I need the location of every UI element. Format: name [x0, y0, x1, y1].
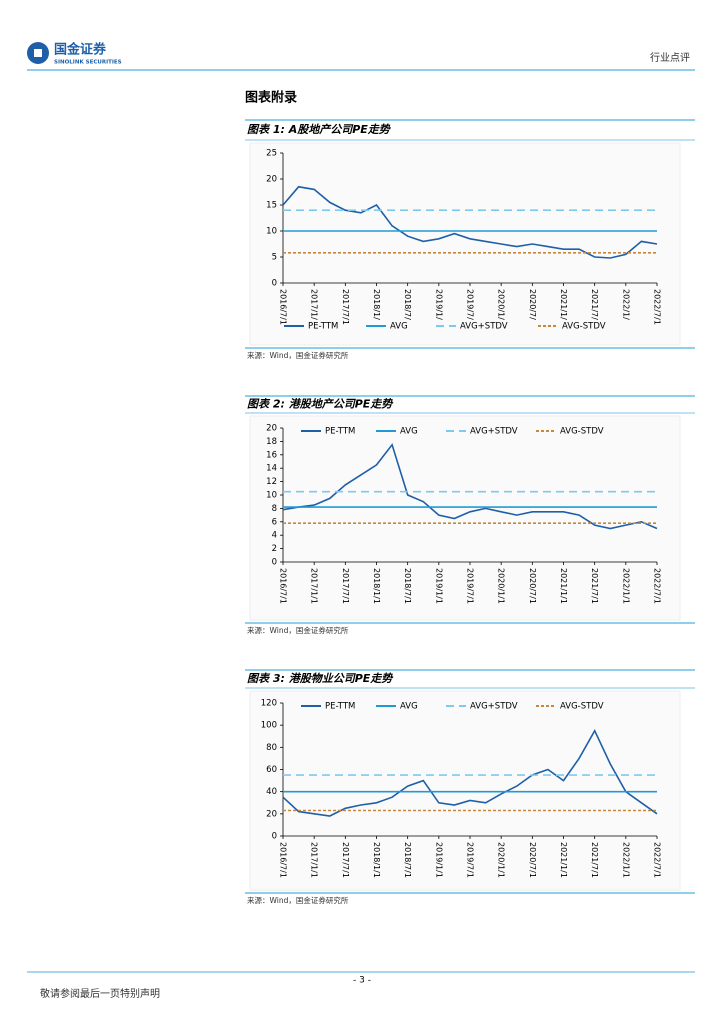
x-tick-label: 2020/7/	[528, 289, 537, 320]
y-tick-label: 18	[266, 437, 277, 447]
legend-label: PE-TTM	[308, 322, 338, 332]
x-tick-label: 2019/7/1	[466, 568, 475, 604]
y-tick-label: 0	[272, 279, 277, 289]
y-tick-label: 16	[266, 450, 277, 460]
x-tick-label: 2019/1/1	[434, 568, 443, 604]
y-tick-label: 0	[272, 558, 277, 568]
x-tick-label: 2021/1/1	[559, 568, 568, 604]
x-tick-label: 2022/7/1	[653, 842, 662, 878]
x-tick-label: 2016/7/1	[279, 289, 288, 325]
y-tick-label: 4	[272, 531, 277, 541]
x-tick-label: 2022/1/1	[621, 568, 630, 604]
x-tick-label: 2020/1/	[497, 289, 506, 320]
x-tick-label: 2022/1/	[621, 289, 630, 320]
x-tick-label: 2017/7/1	[341, 842, 350, 878]
x-tick-label: 2019/1/1	[434, 842, 443, 878]
y-tick-label: 5	[272, 253, 277, 263]
legend-label: AVG-STDV	[562, 322, 606, 332]
y-tick-label: 10	[266, 491, 277, 501]
legend-label: AVG-STDV	[560, 702, 604, 712]
figure-source: 来源：Wind，国金证券研究所	[247, 625, 349, 635]
chart-frame	[249, 142, 681, 346]
x-tick-label: 2018/7/1	[403, 568, 412, 604]
legend-label: AVG	[400, 702, 418, 712]
y-tick-label: 25	[266, 149, 277, 159]
figure-source: 来源：Wind，国金证券研究所	[247, 895, 349, 905]
section-title: 图表附录	[245, 90, 297, 106]
x-tick-label: 2021/7/1	[590, 842, 599, 878]
legend-label: PE-TTM	[325, 702, 355, 712]
x-tick-label: 2017/7/1	[341, 568, 350, 604]
legend-label: AVG	[400, 427, 418, 437]
series-line	[282, 728, 658, 817]
x-tick-label: 2017/1/	[310, 289, 319, 320]
x-tick-label: 2020/7/1	[528, 842, 537, 878]
company-name-en: SINOLINK SECURITIES	[54, 60, 122, 66]
legend-label: AVG	[390, 322, 408, 332]
series-line	[282, 185, 658, 259]
x-tick-label: 2021/1/	[559, 289, 568, 320]
x-tick-label: 2021/1/1	[559, 842, 568, 878]
y-tick-label: 20	[266, 175, 277, 185]
series-line	[282, 443, 658, 530]
x-tick-label: 2018/1/1	[372, 842, 381, 878]
logo-icon-inner	[34, 49, 42, 57]
x-tick-label: 2018/1/	[372, 289, 381, 320]
x-tick-label: 2021/7/1	[590, 568, 599, 604]
x-tick-label: 2016/7/1	[279, 842, 288, 878]
x-tick-label: 2022/7/1	[653, 568, 662, 604]
y-tick-label: 80	[266, 743, 277, 753]
y-tick-label: 2	[272, 544, 277, 554]
figure-source: 来源：Wind，国金证券研究所	[247, 350, 349, 360]
x-tick-label: 2018/1/1	[372, 568, 381, 604]
figure-title: 图表 1: A股地产公司PE走势	[247, 123, 392, 136]
y-tick-label: 100	[261, 721, 277, 731]
y-tick-label: 60	[266, 765, 277, 775]
y-tick-label: 15	[266, 201, 277, 211]
x-tick-label: 2017/1/1	[310, 568, 319, 604]
company-name: 国金证券	[54, 42, 107, 58]
y-tick-label: 14	[266, 464, 277, 474]
chart-frame	[249, 690, 681, 891]
y-tick-label: 8	[272, 504, 277, 514]
report-category: 行业点评	[650, 51, 690, 64]
x-tick-label: 2020/7/1	[528, 568, 537, 604]
figure-title: 图表 2: 港股地产公司PE走势	[247, 398, 394, 411]
x-tick-label: 2018/7/	[403, 289, 412, 320]
chart-frame	[249, 415, 681, 621]
y-tick-label: 6	[272, 517, 277, 527]
y-tick-label: 12	[266, 477, 277, 487]
legend-label: AVG+STDV	[470, 702, 518, 712]
y-tick-label: 10	[266, 227, 277, 237]
x-tick-label: 2018/7/1	[403, 842, 412, 878]
legend-label: AVG+STDV	[460, 322, 508, 332]
legend-label: PE-TTM	[325, 427, 355, 437]
legend-label: AVG-STDV	[560, 427, 604, 437]
figure-title: 图表 3: 港股物业公司PE走势	[247, 672, 394, 685]
x-tick-label: 2022/1/1	[621, 842, 630, 878]
legend-label: AVG+STDV	[470, 427, 518, 437]
x-tick-label: 2020/1/1	[497, 842, 506, 878]
x-tick-label: 2021/7/	[590, 289, 599, 320]
page-number: - 3 -	[353, 976, 371, 986]
x-tick-label: 2020/1/1	[497, 568, 506, 604]
footer-notice: 敬请参阅最后一页特别声明	[40, 987, 160, 1000]
y-tick-label: 40	[266, 787, 277, 797]
y-tick-label: 120	[261, 699, 277, 709]
x-tick-label: 2019/1/	[434, 289, 443, 320]
x-tick-label: 2017/7/1	[341, 289, 350, 325]
x-tick-label: 2019/7/1	[466, 842, 475, 878]
x-tick-label: 2019/7/	[466, 289, 475, 320]
x-tick-label: 2017/1/1	[310, 842, 319, 878]
x-tick-label: 2016/7/1	[279, 568, 288, 604]
x-tick-label: 2022/7/1	[653, 289, 662, 325]
y-tick-label: 20	[266, 809, 277, 819]
y-tick-label: 20	[266, 424, 277, 434]
y-tick-label: 0	[272, 832, 277, 842]
